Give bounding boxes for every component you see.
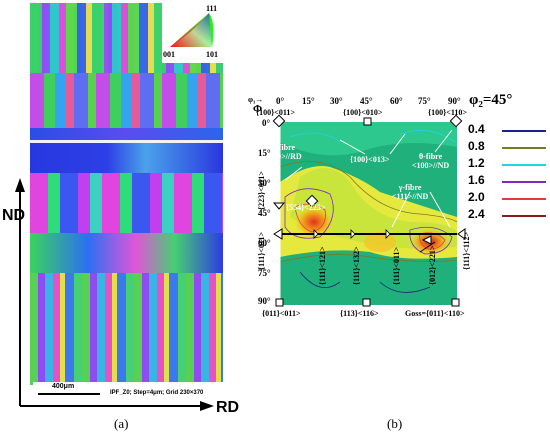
map-info-text: IPF_Z0; Step=4μm; Grid 230×370 [110,390,204,396]
left-ticks: 0° 15° 30° 45° 60° 75° 90° [258,118,278,308]
annot-alpha-fibre: α-fibre <110>//RD [265,143,302,161]
caption-b: (b) [387,416,403,431]
mid-orient-111-121: {111}<121> [318,246,327,285]
left-orient-111-011: {111}<011> [257,231,266,270]
legend-label: 1.6 [468,173,485,187]
top-tick: 75° [418,96,431,106]
legend-label: 2.0 [468,190,485,204]
inset-label-001: 001 [163,50,175,59]
sample-axes [15,178,214,411]
rd-axis-label: RD [216,399,240,416]
scale-bar [38,393,100,395]
top-tick: 15° [302,96,315,106]
top-tick: 30° [330,96,343,106]
inset-label-111: 111 [206,4,217,13]
annot-100-013: {100}<013> [350,155,390,164]
scale-bar-label: 400μm [52,383,75,390]
annot-gamma-fibre: γ-fibre <111>//ND [392,183,429,201]
legend-line-1.2 [502,164,546,166]
nd-axis-label: ND [2,207,26,224]
bottom-orient-goss: Goss={011}<110> [405,309,465,318]
orientation-markers [272,114,466,307]
left-tick: 60° [258,238,271,248]
phi-axis-label: Φ [253,103,263,115]
legend-line-2.0 [502,198,546,200]
ipf-inset-triangle: 111 001 101 [162,3,223,63]
left-orient-223-011: {223}<011> [257,171,266,210]
top-orient-100-011: {100}<011> [256,108,295,117]
legend-line-0.4 [502,130,546,132]
top-tick: 0° [276,96,285,106]
annot-554-225: {554}<225> [286,203,326,212]
legend-line-2.4 [502,215,546,217]
scale-bar-area [33,382,223,400]
mid-orient-012-221: {012}<221> [428,245,437,285]
left-tick: 75° [258,268,271,278]
legend-label: 1.2 [468,156,485,170]
legend-label: 0.4 [468,122,485,136]
ipf-map: 111 001 101 [30,3,223,400]
legend-label: 2.4 [468,207,485,221]
left-tick: 30° [258,178,271,188]
annotation-arrows [284,129,453,253]
top-ticks: 0° 15° 30° 45° 60° 75° 90° [276,96,480,108]
left-tick: 0° [262,118,271,128]
left-tick: 90° [258,296,271,306]
caption-a: (a) [114,416,129,431]
top-tick: 60° [390,96,403,106]
legend-line-1.6 [502,181,546,183]
mid-orient-111-132: {111}<132> [352,246,361,285]
top-orient-100-110: {100}<110> [428,108,467,117]
inset-label-101: 101 [206,50,218,59]
odf-title: φ₂=45° [469,92,513,108]
top-orient-100-010: {100}<010> [343,108,383,117]
top-tick: 45° [360,96,373,106]
bottom-orient-113-116: {113}<116> [340,309,379,318]
right-orient-111-112: {111}<112> [462,231,471,270]
mid-orient-111-011: {111}<011> [392,246,401,285]
left-tick: 45° [258,208,271,218]
top-tick: 90° [448,96,461,106]
legend-line-0.8 [502,147,546,149]
bottom-orient-011-011: {011}<011> [262,309,301,318]
left-tick: 15° [258,148,271,158]
phi1-axis-label: φ₁→ [248,95,264,104]
legend-label: 0.8 [468,139,485,153]
odf-section-plot [280,122,457,305]
annot-theta-fibre: θ-fibre <100>//ND [412,152,450,170]
